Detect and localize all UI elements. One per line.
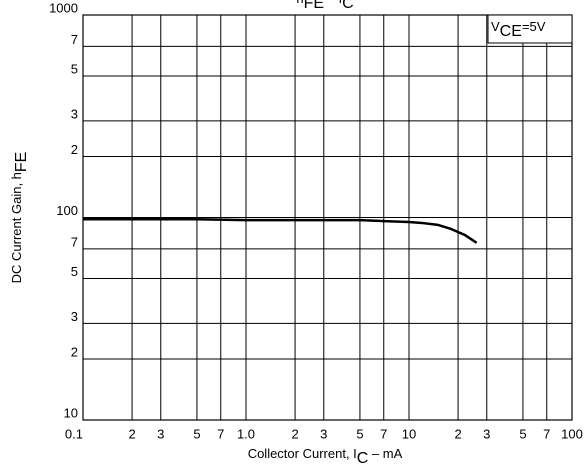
y-axis-label-part: DC Current Gain, h <box>9 172 24 283</box>
x-tick-label: 0.1 <box>65 426 83 441</box>
annotation-part: =5V <box>522 19 546 34</box>
x-tick-label: 3 <box>483 426 490 441</box>
x-tick-label: 5 <box>193 426 200 441</box>
chart-title-part: C <box>342 0 354 12</box>
x-tick-label: 2 <box>454 426 461 441</box>
x-tick-label: 7 <box>380 426 387 441</box>
x-axis-label-part: Collector Current, I <box>248 446 357 461</box>
y-tick-label: 3 <box>71 309 78 324</box>
x-tick-label: 2 <box>291 426 298 441</box>
x-axis-label: Collector Current, IC – mA <box>248 446 403 467</box>
x-tick-label: 3 <box>320 426 327 441</box>
x-tick-label: 7 <box>217 426 224 441</box>
chart-title-part: h <box>296 0 303 6</box>
chart-title-part: – I <box>324 0 342 6</box>
y-tick-label: 10 <box>64 405 78 420</box>
x-tick-label: 2 <box>128 426 135 441</box>
y-axis-label: DC Current Gain, hFE <box>9 152 30 284</box>
annotation-part: V <box>491 19 500 34</box>
y-tick-label: 7 <box>71 32 78 47</box>
x-axis-label-part: C <box>357 450 369 467</box>
x-tick-label: 3 <box>157 426 164 441</box>
y-tick-label: 2 <box>71 142 78 157</box>
y-tick-label: 7 <box>71 234 78 249</box>
annotation-box <box>487 14 573 44</box>
x-tick-label: 10 <box>402 426 416 441</box>
x-tick-label: 7 <box>543 426 550 441</box>
chart-title: hFE – IC <box>296 0 353 12</box>
x-tick-label: 5 <box>356 426 363 441</box>
y-tick-label: 1000 <box>49 0 78 15</box>
y-tick-label: 2 <box>71 344 78 359</box>
x-axis-label-part: – mA <box>368 446 402 461</box>
x-tick-label: 5 <box>519 426 526 441</box>
x-tick-label: 100 <box>561 426 583 441</box>
data-line <box>83 218 478 244</box>
y-tick-label: 3 <box>71 106 78 121</box>
y-tick-label: 100 <box>56 203 78 218</box>
x-tick-label: 1.0 <box>237 426 255 441</box>
y-tick-label: 5 <box>71 61 78 76</box>
plot-frame <box>82 14 573 421</box>
annotation-part: CE <box>500 23 522 40</box>
annotation: VCE=5V <box>491 19 546 40</box>
chart-title-part: FE <box>304 0 324 12</box>
y-axis-label-part: FE <box>13 152 30 172</box>
y-tick-label: 5 <box>71 264 78 279</box>
